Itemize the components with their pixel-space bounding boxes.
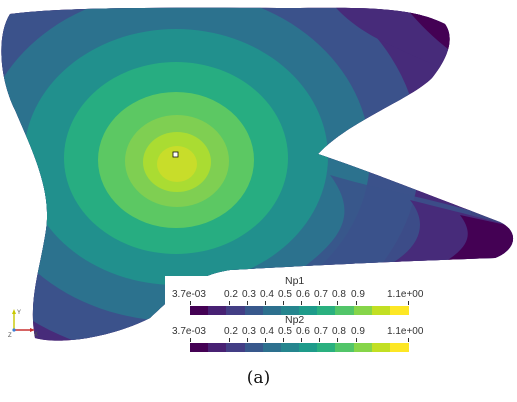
colorbar-swatch xyxy=(262,343,282,352)
colorbar-1-ticks xyxy=(0,301,517,311)
colorbar-swatch xyxy=(244,306,264,315)
colorbar-swatch xyxy=(299,306,318,315)
colorbar-swatch xyxy=(317,306,337,315)
colorbar-1-tick-label: 0.7 xyxy=(314,289,328,300)
colorbar-1-tick-labels: 3.7e-03 0.2 0.3 0.4 0.5 0.6 0.7 0.8 0.9 … xyxy=(0,289,517,301)
colorbar-2-tick-label: 0.6 xyxy=(296,326,310,337)
z-axis-dot xyxy=(12,328,16,332)
colorbar-swatch xyxy=(335,343,355,352)
colorbar-swatch xyxy=(280,343,300,352)
colorbar-swatch xyxy=(208,343,228,352)
colorbar-1-tick-label: 0.5 xyxy=(278,289,292,300)
colorbar-swatch xyxy=(389,306,409,315)
colorbar-swatch xyxy=(371,343,391,352)
colorbar-2-tick-label: 0.2 xyxy=(224,326,238,337)
colorbar-swatch xyxy=(335,306,355,315)
colorbar-swatch xyxy=(208,306,228,315)
z-axis-label: Z xyxy=(8,333,12,338)
colorbar-swatch xyxy=(190,306,209,315)
colorbar-1-tick-label: 3.7e-03 xyxy=(172,289,206,300)
colorbar-2-tick-label: 0.4 xyxy=(260,326,274,337)
arm-shade-3 xyxy=(430,215,514,270)
colorbar-swatch xyxy=(280,306,300,315)
source-marker xyxy=(172,151,179,158)
colorbar-panel xyxy=(165,276,425,356)
colorbar-1-gradient xyxy=(190,306,409,315)
colorbar-2-tick-label: 0.8 xyxy=(332,326,346,337)
colorbar-2-ticks xyxy=(0,338,517,348)
colorbar-2-tick-label: 0.7 xyxy=(314,326,328,337)
colorbar-1-tick-label: 0.3 xyxy=(242,289,256,300)
figure-caption: (a) xyxy=(246,368,271,388)
colorbar-swatch xyxy=(371,306,391,315)
colorbar-1-tick-label: 0.4 xyxy=(260,289,274,300)
colorbar-1-tick-label: 0.6 xyxy=(296,289,310,300)
colorbar-2-tick-labels: 3.7e-03 0.2 0.3 0.4 0.5 0.6 0.7 0.8 0.9 … xyxy=(0,326,517,338)
colorbar-2-title: Np2 xyxy=(285,314,305,326)
colorbar-swatch xyxy=(317,343,337,352)
colorbar-1-tick-label: 0.2 xyxy=(224,289,238,300)
axes-orientation-triad: Y X Z xyxy=(8,309,38,338)
colorbar-swatch xyxy=(226,306,246,315)
colorbar-swatch xyxy=(353,343,373,352)
colorbar-1-tick-label: 1.1e+00 xyxy=(387,289,424,300)
colorbar-swatch xyxy=(262,306,282,315)
colorbar-swatch xyxy=(353,306,373,315)
colorbar-2-tick-label: 1.1e+00 xyxy=(387,326,424,337)
colorbar-1-title: Np1 xyxy=(285,275,305,287)
colorbar-2-tick-label: 0.9 xyxy=(351,326,365,337)
colorbar-swatch xyxy=(389,343,409,352)
colorbar-2-tick-label: 0.3 xyxy=(242,326,256,337)
colorbar-2-gradient xyxy=(190,343,409,352)
colorbar-swatch xyxy=(190,343,209,352)
colorbar-swatch xyxy=(299,343,318,352)
colorbar-2-tick-label: 3.7e-03 xyxy=(172,326,206,337)
y-axis-label: Y xyxy=(17,310,21,316)
colorbar-2-tick-label: 0.5 xyxy=(278,326,292,337)
colorbar-1-tick-label: 0.8 xyxy=(332,289,346,300)
colorbar-1-tick-label: 0.9 xyxy=(351,289,365,300)
band-9 xyxy=(157,146,197,182)
colorbar-swatch xyxy=(244,343,264,352)
colorbar-swatch xyxy=(226,343,246,352)
x-axis-label: X xyxy=(34,332,38,338)
